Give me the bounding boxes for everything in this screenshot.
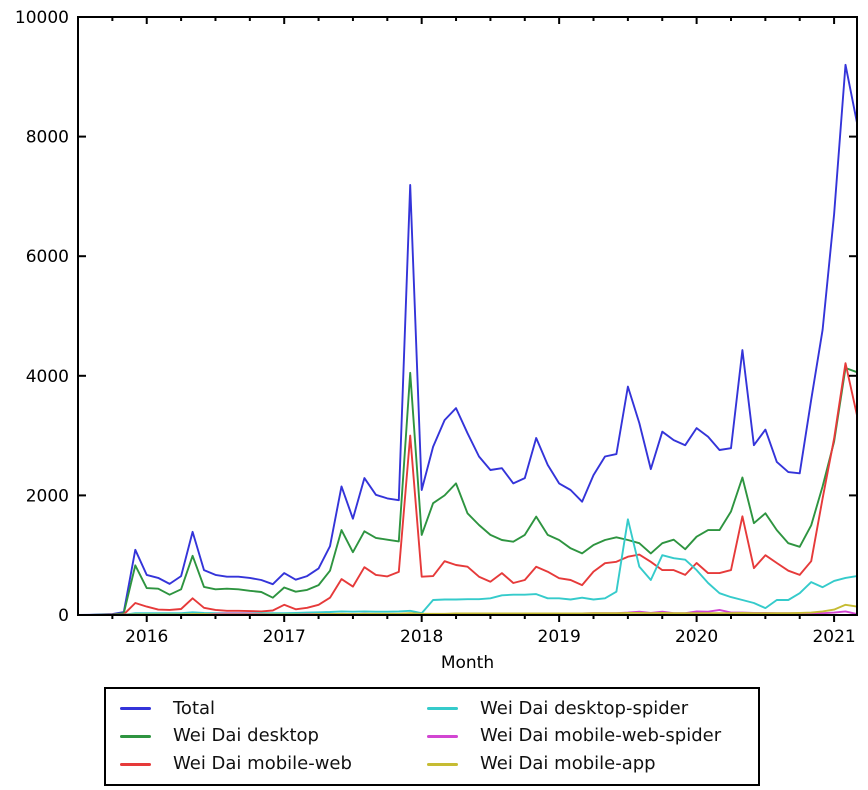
y-tick-label: 10000 [15, 8, 69, 28]
legend-line-mobile-web-spider-icon [427, 734, 458, 738]
legend-label-mobile-web-spider: Wei Dai mobile-web-spider [480, 725, 722, 747]
legend-label-mobile-app: Wei Dai mobile-app [480, 753, 656, 775]
y-tick-label: 6000 [26, 247, 69, 267]
x-tick-label-year: 2016 [125, 627, 168, 647]
legend-line-mobile-app-icon [427, 762, 458, 766]
legend-label-total: Total [173, 697, 216, 719]
y-tick-label: 2000 [26, 486, 69, 506]
legend-label-desktop-spider: Wei Dai desktop-spider [480, 697, 689, 719]
x-tick-label-year: 2017 [263, 627, 306, 647]
y-tick-label: 8000 [26, 128, 69, 148]
legend: Total Wei Dai desktop Wei Dai mobile-web… [104, 687, 760, 786]
legend-item-desktop-spider: Wei Dai desktop-spider [427, 695, 758, 723]
series-line-wei-dai-desktop-spider [78, 518, 858, 616]
legend-item-mobile-app: Wei Dai mobile-app [427, 750, 758, 778]
y-tick-label: 0 [58, 606, 69, 626]
legend-label-desktop: Wei Dai desktop [173, 725, 319, 747]
plot-area: 0 2000 4000 6000 8000 10000 2016 2017 2018 2019 20… [15, 8, 858, 673]
axes-spines [77, 16, 858, 616]
legend-label-mobile-web: Wei Dai mobile-web [173, 753, 352, 775]
legend-item-mobile-web-spider: Wei Dai mobile-web-spider [427, 723, 758, 751]
legend-item-total: Total [120, 695, 427, 723]
y-tick-label: 4000 [26, 367, 69, 387]
legend-line-total-icon [120, 707, 151, 711]
legend-line-mobile-web-icon [120, 762, 151, 766]
x-tick-label-year: 2018 [400, 627, 443, 647]
series-line-total [77, 63, 858, 616]
legend-item-desktop: Wei Dai desktop [120, 723, 427, 751]
series-line-wei-dai-desktop [78, 367, 858, 616]
legend-item-mobile-web: Wei Dai mobile-web [120, 750, 427, 778]
legend-line-desktop-spider-icon [427, 707, 458, 711]
series-line-wei-dai-mobile-app [78, 603, 858, 616]
x-tick-label-year: 2019 [538, 627, 581, 647]
series-line-wei-dai-mobile-web [77, 362, 858, 616]
x-tick-label-year: 2021 [812, 627, 855, 647]
legend-line-desktop-icon [120, 734, 151, 738]
x-tick-label-year: 2020 [675, 627, 718, 647]
x-axis-label: Month [441, 653, 494, 673]
